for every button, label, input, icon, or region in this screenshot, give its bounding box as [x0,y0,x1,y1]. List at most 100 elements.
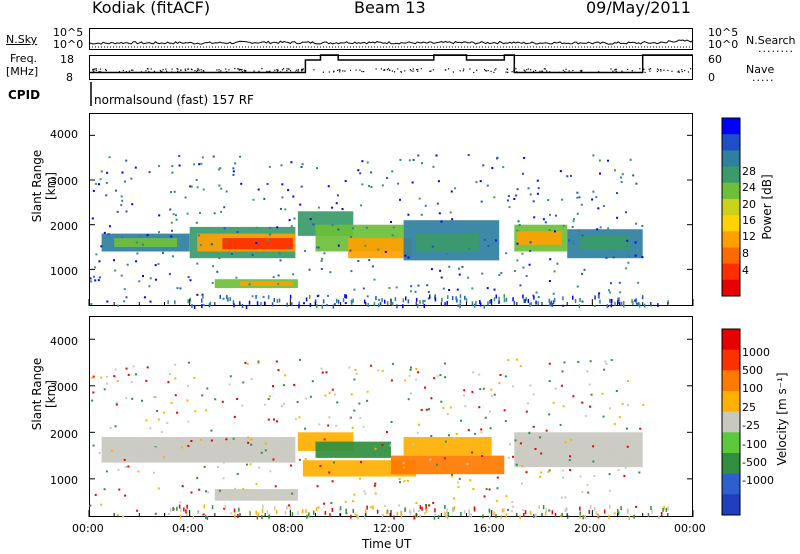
power-speckle [248,283,251,286]
power-speckle [439,269,442,272]
power-fringe [241,304,244,308]
velocity-fringe [366,505,368,510]
nsky-tick-top: 10^5 [53,26,84,39]
velocity-speckle [589,405,591,408]
nave-point [412,68,414,70]
power-speckle [537,187,540,190]
power-speckle [158,165,161,167]
nave-point [279,71,281,73]
velocity-speckle [294,418,297,421]
velocity-speckle [247,441,250,444]
velocity-speckle [482,387,485,390]
velocity-speckle [201,394,204,397]
power-speckle [457,304,460,307]
power-speckle [505,252,508,255]
velocity-speckle [511,505,514,508]
power-fringe [451,296,454,301]
power-fringe [391,301,394,306]
power-speckle [89,277,92,280]
power-colorbar-swatch [722,118,740,135]
velocity-speckle [331,388,334,391]
velocity-colorbar-swatch [722,473,740,495]
power-fringe [352,298,354,303]
velocity-fringe [662,507,664,512]
power-fringe [522,294,524,299]
power-fringe [219,294,221,299]
power-speckle [263,197,266,200]
power-fringe [396,304,398,309]
velocity-fringe [352,508,354,513]
power-fringe [441,297,443,302]
power-speckle [438,212,441,215]
nave-point [444,69,446,71]
velocity-fringe [453,506,456,511]
power-speckle [621,173,624,176]
power-fringe [419,300,421,305]
velocity-fringe [389,512,391,517]
power-colorbar-swatch [722,166,740,184]
power-speckle [130,177,133,180]
velocity-speckle [424,386,426,389]
power-speckle [232,173,235,176]
power-speckle [125,210,128,213]
power-speckle [278,252,281,254]
velocity-speckle [264,442,267,445]
nave-point [516,71,518,73]
velocity-speckle [164,513,167,516]
power-fringe [579,297,581,302]
power-fringe [610,303,613,308]
velocity-speckle [327,424,330,427]
velocity-speckle [621,402,624,405]
nave-point [150,68,152,70]
power-speckle [556,262,559,265]
power-speckle [239,155,242,158]
velocity-speckle [333,393,336,396]
nave-point [287,68,290,70]
velocity-speckle [272,385,274,388]
power-speckle [196,186,199,189]
nave-point [544,68,546,70]
power-speckle [170,191,172,194]
velocity-speckle [410,392,412,395]
power-speckle [536,192,539,195]
nave-point [656,68,659,70]
velocity-speckle [467,429,470,432]
power-speckle [336,194,339,197]
power-speckle [225,190,228,193]
nave-point [541,70,543,72]
velocity-speckle [563,361,566,364]
power-fringe [248,300,251,305]
power-speckle [199,244,202,247]
velocity-speckle [609,489,611,492]
velocity-speckle [404,379,407,382]
nave-point [344,70,346,72]
velocity-speckle [125,367,128,370]
power-speckle [353,288,356,291]
nave-point [526,69,528,71]
nave-point [383,69,385,71]
power-speckle [276,226,279,229]
velocity-ytick: 1000 [50,474,78,487]
nave-point [273,71,275,73]
power-speckle [100,245,103,248]
velocity-fringe [617,511,620,516]
power-fringe [530,302,532,307]
velocity-speckle [589,360,592,363]
velocity-speckle [398,478,401,480]
nave-point [295,71,297,73]
velocity-speckle [521,465,524,468]
power-speckle [421,162,423,165]
nave-point [286,68,288,70]
power-speckle [390,221,392,223]
power-speckle [431,245,434,248]
velocity-speckle [635,505,638,508]
velocity-speckle [585,414,587,417]
power-speckle [614,169,616,172]
power-speckle [198,234,200,237]
velocity-speckle [103,388,106,391]
nave-point [535,69,537,72]
velocity-speckle [298,458,301,461]
power-speckle [553,230,556,233]
power-speckle [619,291,622,294]
velocity-fringe [286,505,288,510]
